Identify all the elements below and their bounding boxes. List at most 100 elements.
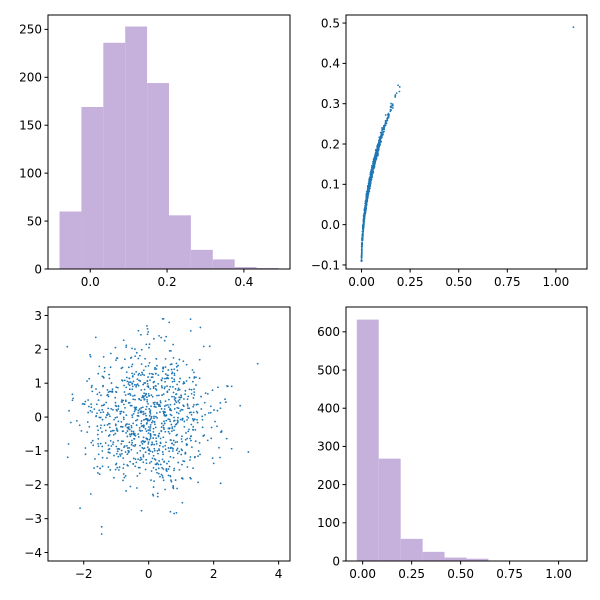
scatter-point — [163, 339, 166, 342]
scatter-point — [389, 108, 392, 111]
scatter-point — [143, 398, 146, 401]
scatter-point — [111, 388, 114, 391]
scatter-point — [150, 460, 153, 463]
scatter-point — [131, 375, 134, 377]
scatter-point — [131, 416, 134, 419]
scatter-point — [148, 462, 151, 464]
scatter-point — [162, 479, 165, 482]
scatter-point — [218, 446, 220, 449]
scatter-point — [171, 427, 174, 430]
scatter-point — [202, 435, 205, 437]
scatter-point — [164, 380, 166, 383]
scatter-point — [131, 441, 134, 444]
scatter-point — [398, 90, 401, 93]
scatter-point — [165, 335, 168, 338]
scatter-point — [156, 417, 159, 419]
scatter-point — [138, 427, 141, 429]
scatter-point — [112, 443, 114, 446]
x-tick-label: 0.2 — [158, 275, 177, 289]
scatter-point — [198, 377, 201, 380]
scatter-point — [159, 437, 162, 440]
scatter-point — [172, 439, 175, 442]
scatter-point — [360, 244, 363, 247]
y-tick-label: 1 — [34, 377, 42, 391]
scatter-point — [361, 237, 363, 240]
scatter-point — [164, 430, 167, 433]
scatter-point — [66, 345, 69, 348]
scatter-point — [127, 402, 130, 404]
scatter-point — [177, 387, 180, 390]
scatter-point — [152, 486, 155, 488]
scatter-point — [170, 479, 172, 482]
scatter-point — [130, 443, 133, 446]
scatter-point — [126, 447, 129, 449]
scatter-point — [164, 448, 167, 451]
scatter-point — [115, 408, 118, 411]
scatter-point — [172, 456, 175, 459]
scatter-point — [145, 462, 148, 465]
scatter-point — [163, 387, 166, 390]
scatter-point — [117, 420, 120, 423]
scatter-point — [183, 398, 185, 400]
scatter-point — [153, 443, 156, 446]
scatter-point — [154, 385, 157, 387]
scatter-point — [131, 385, 134, 388]
scatter-point — [375, 153, 378, 156]
histogram-bar — [356, 319, 379, 561]
scatter-point — [158, 444, 161, 447]
scatter-point — [146, 398, 149, 401]
scatter-point — [381, 131, 384, 134]
scatter-point — [185, 443, 188, 445]
scatter-point — [165, 419, 168, 422]
y-tick-label: 500 — [317, 363, 340, 377]
scatter-point — [100, 394, 102, 397]
scatter-point — [372, 160, 375, 163]
scatter-point — [370, 170, 373, 173]
scatter-point — [159, 442, 162, 445]
scatter-point — [170, 423, 173, 426]
scatter-point — [123, 391, 126, 393]
scatter-point — [127, 451, 130, 454]
scatter-point — [123, 358, 126, 361]
scatter-point — [135, 370, 138, 373]
scatter-point — [181, 501, 184, 504]
scatter-point — [169, 363, 172, 366]
scatter-point — [376, 154, 379, 157]
scatter-point — [157, 382, 160, 385]
scatter-point — [126, 453, 129, 456]
scatter-point — [193, 371, 195, 374]
scatter-point — [158, 448, 160, 450]
scatter-point — [103, 370, 106, 373]
scatter-point — [168, 398, 170, 401]
scatter-point — [134, 408, 137, 411]
scatter-point — [199, 326, 202, 329]
scatter-point — [102, 411, 105, 414]
scatter-point — [138, 472, 141, 475]
scatter-point — [89, 353, 91, 356]
scatter-point — [191, 418, 194, 420]
scatter-point — [146, 380, 149, 383]
scatter-point — [209, 411, 212, 414]
scatter-point — [151, 451, 154, 453]
x-tick-label: 0.4 — [234, 275, 253, 289]
scatter-point — [162, 366, 164, 369]
scatter-point — [174, 399, 177, 402]
scatter-point — [175, 411, 178, 414]
scatter-point — [90, 403, 93, 406]
scatter-point — [173, 469, 175, 472]
scatter-point — [154, 463, 157, 466]
scatter-point — [123, 379, 126, 382]
scatter-point — [108, 413, 110, 416]
scatter-point — [66, 456, 69, 459]
scatter-point — [115, 359, 117, 362]
scatter-point — [163, 428, 165, 431]
scatter-point — [153, 420, 156, 423]
scatter-point — [362, 225, 364, 228]
scatter-point — [101, 465, 104, 468]
scatter-point — [141, 396, 143, 399]
scatter-point — [95, 388, 97, 390]
scatter-point — [127, 393, 130, 396]
scatter-point — [145, 405, 148, 408]
scatter-point — [188, 428, 190, 431]
